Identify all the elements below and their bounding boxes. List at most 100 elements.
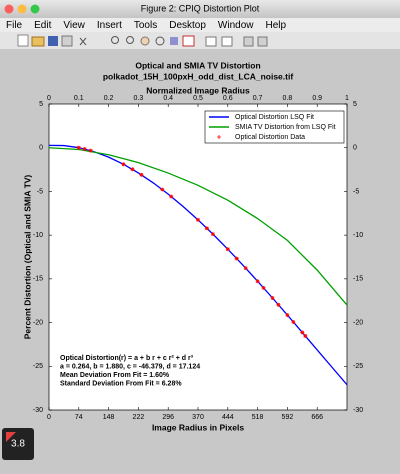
plot-area xyxy=(48,103,348,411)
y-tick-label: -30 xyxy=(33,407,43,414)
annotation: a = 0.264, b = 1.880, c = -46.379, d = 1… xyxy=(60,363,200,370)
hide-icon[interactable] xyxy=(243,36,254,47)
data-point xyxy=(139,172,144,177)
menu-item[interactable]: Desktop xyxy=(169,20,206,31)
menu-item[interactable]: File xyxy=(6,20,23,31)
rotate-icon[interactable] xyxy=(155,36,165,46)
brush-icon[interactable] xyxy=(182,35,195,47)
data-point xyxy=(255,279,260,284)
menu-bar xyxy=(0,18,400,32)
top-tick-label: 0.8 xyxy=(283,95,293,102)
x-tick-label: 148 xyxy=(103,414,115,421)
top-tick-label: 0.3 xyxy=(134,95,144,102)
data-point xyxy=(243,266,248,271)
colorbar-icon[interactable] xyxy=(205,36,217,47)
data-point xyxy=(196,217,200,222)
save-icon[interactable] xyxy=(48,36,58,46)
y2-tick-label: -15 xyxy=(353,276,363,283)
y-tick-label: -15 xyxy=(33,276,43,283)
data-point xyxy=(160,187,165,192)
menu-item[interactable]: Window xyxy=(218,20,254,31)
data-point xyxy=(204,226,209,231)
datacursor-icon[interactable] xyxy=(170,37,178,45)
chart-title: Optical and SMIA TV Distortion xyxy=(135,60,260,70)
zoom-in-icon[interactable] xyxy=(111,36,119,44)
y-tick-label: 0 xyxy=(39,145,43,152)
x-axis-label: Image Radius in Pixels xyxy=(152,422,244,432)
annotation: Optical Distortion(r) = a + b r + c r² +… xyxy=(60,355,194,362)
x-tick-label: 592 xyxy=(282,414,294,421)
x-tick-label: 74 xyxy=(75,414,83,421)
print-icon[interactable] xyxy=(61,35,73,47)
x-tick-label: 222 xyxy=(133,414,145,421)
data-point xyxy=(303,333,308,338)
y2-tick-label: -30 xyxy=(353,407,363,414)
data-point xyxy=(88,148,93,153)
top-tick-label: 0.5 xyxy=(193,95,203,102)
data-point xyxy=(130,167,135,172)
data-point xyxy=(169,194,174,199)
x-tick-label: 666 xyxy=(311,414,323,421)
menu-item[interactable]: Tools xyxy=(134,20,157,31)
data-point xyxy=(270,296,275,301)
y2-tick-label: -20 xyxy=(353,319,363,326)
menu-item[interactable]: Insert xyxy=(97,20,122,31)
data-point xyxy=(300,330,305,335)
zoom-out-icon[interactable] xyxy=(126,36,134,44)
open-icon[interactable] xyxy=(31,36,45,47)
zoom-button[interactable] xyxy=(30,4,40,14)
y-tick-label: -25 xyxy=(33,363,43,370)
new-icon[interactable] xyxy=(17,34,29,47)
toolbar xyxy=(0,32,400,49)
minimize-button[interactable] xyxy=(17,4,27,14)
pan-icon[interactable] xyxy=(140,36,150,46)
legend-label: Optical Distortion Data xyxy=(235,134,305,141)
menu-item[interactable]: Help xyxy=(266,20,287,31)
y-tick-label: 5 xyxy=(39,101,43,108)
y2-tick-label: 0 xyxy=(353,145,357,152)
menu-item[interactable]: View xyxy=(63,20,85,31)
annotation: Standard Deviation From Fit = 6.28% xyxy=(60,380,182,387)
data-point xyxy=(261,285,266,290)
annotation: Mean Deviation From Fit = 1.60% xyxy=(60,372,170,379)
legend-icon[interactable] xyxy=(221,36,233,47)
top-axis-label: Normalized Image Radius xyxy=(146,85,250,95)
y-tick-label: -10 xyxy=(33,232,43,239)
legend-label: Optical Distortion LSQ Fit xyxy=(235,114,314,121)
top-tick-label: 0.4 xyxy=(163,95,173,102)
data-point xyxy=(234,256,239,261)
data-point xyxy=(210,232,215,237)
line xyxy=(48,147,348,306)
data-point xyxy=(276,302,281,307)
x-tick-label: 518 xyxy=(252,414,264,421)
legend-swatch xyxy=(217,135,221,139)
y-tick-label: -20 xyxy=(33,319,43,326)
close-button[interactable] xyxy=(4,4,14,14)
y-tick-label: -5 xyxy=(37,188,43,195)
data-point xyxy=(82,147,87,152)
top-tick-label: 0.9 xyxy=(312,95,322,102)
edit-icon[interactable] xyxy=(79,37,87,46)
menu-item[interactable]: Edit xyxy=(34,20,51,31)
x-tick-label: 444 xyxy=(222,414,234,421)
top-tick-label: 0.2 xyxy=(104,95,114,102)
badge-label: 3.8 xyxy=(11,439,25,450)
y2-tick-label: -25 xyxy=(353,363,363,370)
top-tick-label: 0 xyxy=(47,95,51,102)
top-tick-label: 0.1 xyxy=(74,95,84,102)
data-point xyxy=(76,145,81,150)
top-tick-label: 1 xyxy=(345,95,349,102)
top-tick-label: 0.7 xyxy=(253,95,263,102)
x-tick-label: 296 xyxy=(162,414,174,421)
y2-tick-label: -10 xyxy=(353,232,363,239)
data-point xyxy=(291,320,296,325)
data-point xyxy=(225,247,230,252)
top-tick-label: 0.6 xyxy=(223,95,233,102)
window-title: Figure 2: CPIQ Distortion Plot xyxy=(141,3,260,13)
y-axis-label: Percent Distortion (Optical and SMIA TV) xyxy=(22,175,32,340)
dock-icon[interactable] xyxy=(257,36,268,47)
data-point xyxy=(121,162,126,167)
y2-tick-label: -5 xyxy=(353,188,359,195)
x-tick-label: 0 xyxy=(47,414,51,421)
